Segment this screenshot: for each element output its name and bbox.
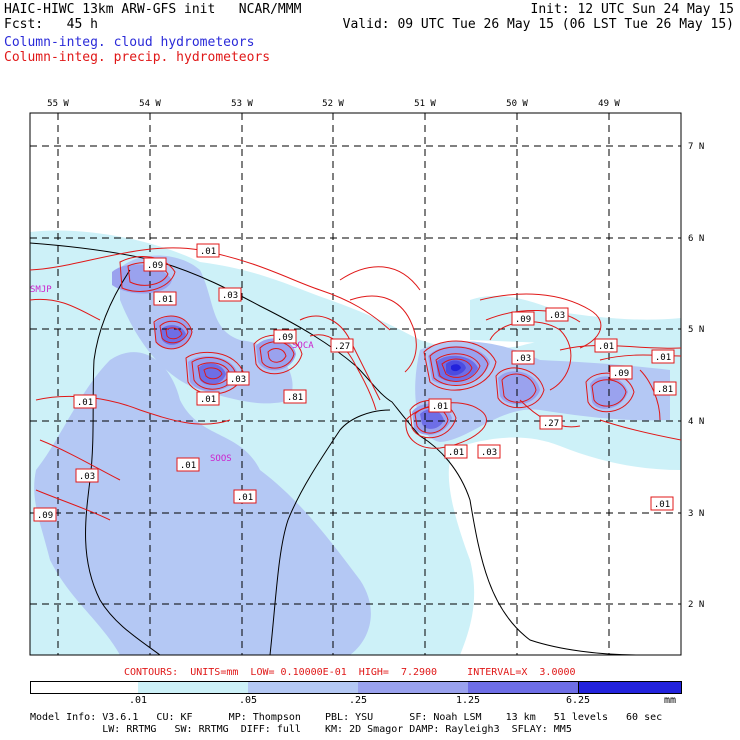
station-label: SOCA: [292, 341, 314, 351]
svg-text:.09: .09: [613, 369, 629, 379]
contour-value-label: .01: [73, 394, 97, 409]
colorbar-swatch: [248, 681, 358, 694]
colorbar-tick-label: .25: [348, 695, 368, 706]
contour-value-label: .01: [428, 398, 452, 413]
contour-label-group: .01 .09 .01 .03 .09 .27 .03 .81 .01 .01 .03 .01 .09.…: [33, 243, 677, 522]
contour-value-label: .81: [283, 389, 307, 404]
contour-value-label: .01: [444, 444, 468, 459]
svg-text:.81: .81: [657, 385, 673, 395]
contour-value-label: .09: [609, 365, 633, 380]
station-label: SMJP: [30, 285, 52, 295]
valid-time: Valid: 09 UTC Tue 26 May 15 (06 LST Tue …: [342, 17, 734, 32]
contour-value-label: .03: [477, 444, 501, 459]
colorbar-swatch: [138, 681, 248, 694]
colorbar-tick-label: 1.25: [455, 695, 481, 706]
contour-value-label: .09: [511, 311, 535, 326]
contour-info: CONTOURS: UNITS=mm LOW= 0.10000E-01 HIGH…: [124, 667, 576, 678]
svg-text:.01: .01: [237, 493, 253, 503]
forecast-hour: Fcst: 45 h: [4, 17, 98, 32]
colorbar-swatch: [30, 681, 140, 694]
contour-value-label: .09: [33, 507, 57, 522]
shaded-hydrometeor-field: [30, 230, 681, 655]
svg-text:.09: .09: [37, 511, 53, 521]
colorbar-swatch: [358, 681, 468, 694]
svg-text:.03: .03: [515, 354, 531, 364]
lat-label: 4 N: [688, 417, 704, 427]
colorbar-tick-label: 6.25: [565, 695, 591, 706]
lon-label: 52 W: [322, 99, 344, 109]
lon-labels: 55 W 54 W 53 W 52 W 51 W 50 W 49 W: [47, 99, 620, 109]
svg-text:.01: .01: [448, 448, 464, 458]
contour-value-label: .03: [218, 287, 242, 302]
contour-value-label: .03: [75, 468, 99, 483]
svg-text:.03: .03: [481, 448, 497, 458]
contour-value-label: .01: [196, 391, 220, 406]
svg-text:.01: .01: [654, 500, 670, 510]
lat-label: 5 N: [688, 325, 704, 335]
contour-value-label: .01: [196, 243, 220, 258]
lat-label: 2 N: [688, 600, 704, 610]
colorbar-tick-label: .05: [238, 695, 258, 706]
svg-text:.09: .09: [515, 315, 531, 325]
svg-text:.01: .01: [655, 353, 671, 363]
svg-text:.27: .27: [543, 419, 559, 429]
lat-label: 3 N: [688, 509, 704, 519]
contour-value-label: .01: [176, 457, 200, 472]
contour-value-label: .09: [273, 329, 297, 344]
svg-text:.01: .01: [598, 342, 614, 352]
svg-text:.03: .03: [79, 472, 95, 482]
model-info-line2: LW: RRTMG SW: RRTMG DIFF: full KM: 2D Sm…: [30, 724, 572, 735]
contour-value-label: .81: [653, 381, 677, 396]
colorbar-unit: mm: [663, 695, 677, 706]
contour-value-label: .03: [545, 307, 569, 322]
colorbar-swatch: [468, 681, 578, 694]
lat-label: 7 N: [688, 142, 704, 152]
model-title: HAIC-HIWC 13km ARW-GFS init NCAR/MMM: [4, 2, 302, 17]
svg-text:.03: .03: [230, 375, 246, 385]
svg-text:.01: .01: [200, 247, 216, 257]
contour-value-label: .01: [233, 489, 257, 504]
svg-text:.01: .01: [157, 295, 173, 305]
contour-value-label: .27: [330, 338, 354, 353]
svg-text:.03: .03: [549, 311, 565, 321]
station-markers: SMJP SOCA SOOS: [30, 285, 314, 464]
svg-text:.81: .81: [287, 393, 303, 403]
contour-value-label: .01: [651, 349, 675, 364]
contour-value-label: .09: [143, 257, 167, 272]
map-frame: [29, 112, 682, 656]
lon-label: 51 W: [414, 99, 436, 109]
station-label: SOOS: [210, 454, 232, 464]
field-title-precip: Column-integ. precip. hydrometeors: [4, 50, 271, 65]
svg-text:.09: .09: [277, 333, 293, 343]
lon-label: 50 W: [506, 99, 528, 109]
colorbar-tick-label: .01: [128, 695, 148, 706]
lon-label: 49 W: [598, 99, 620, 109]
svg-text:.03: .03: [222, 291, 238, 301]
contour-value-label: .03: [511, 350, 535, 365]
colorbar-swatch: [578, 681, 682, 694]
precip-contours: [30, 247, 681, 521]
lat-label: 6 N: [688, 234, 704, 244]
svg-text:.09: .09: [147, 261, 163, 271]
lat-lon-grid: [30, 113, 681, 655]
model-info-line1: Model Info: V3.6.1 CU: KF MP: Thompson P…: [30, 712, 663, 723]
svg-text:.01: .01: [77, 398, 93, 408]
field-title-cloud: Column-integ. cloud hydrometeors: [4, 35, 255, 50]
lon-label: 54 W: [139, 99, 161, 109]
lon-label: 53 W: [231, 99, 253, 109]
init-time: Init: 12 UTC Sun 24 May 15: [530, 2, 735, 17]
lat-labels: 7 N 6 N 5 N 4 N 3 N 2 N: [688, 142, 704, 610]
lon-label: 55 W: [47, 99, 69, 109]
svg-text:.27: .27: [334, 342, 350, 352]
contour-value-label: .01: [594, 338, 618, 353]
contour-value-label: .27: [539, 415, 563, 430]
svg-text:.01: .01: [200, 395, 216, 405]
contour-value-label: .03: [226, 371, 250, 386]
contour-value-label: .01: [153, 291, 177, 306]
svg-text:.01: .01: [180, 461, 196, 471]
contour-value-label: .01: [650, 496, 674, 511]
svg-text:.01: .01: [432, 402, 448, 412]
